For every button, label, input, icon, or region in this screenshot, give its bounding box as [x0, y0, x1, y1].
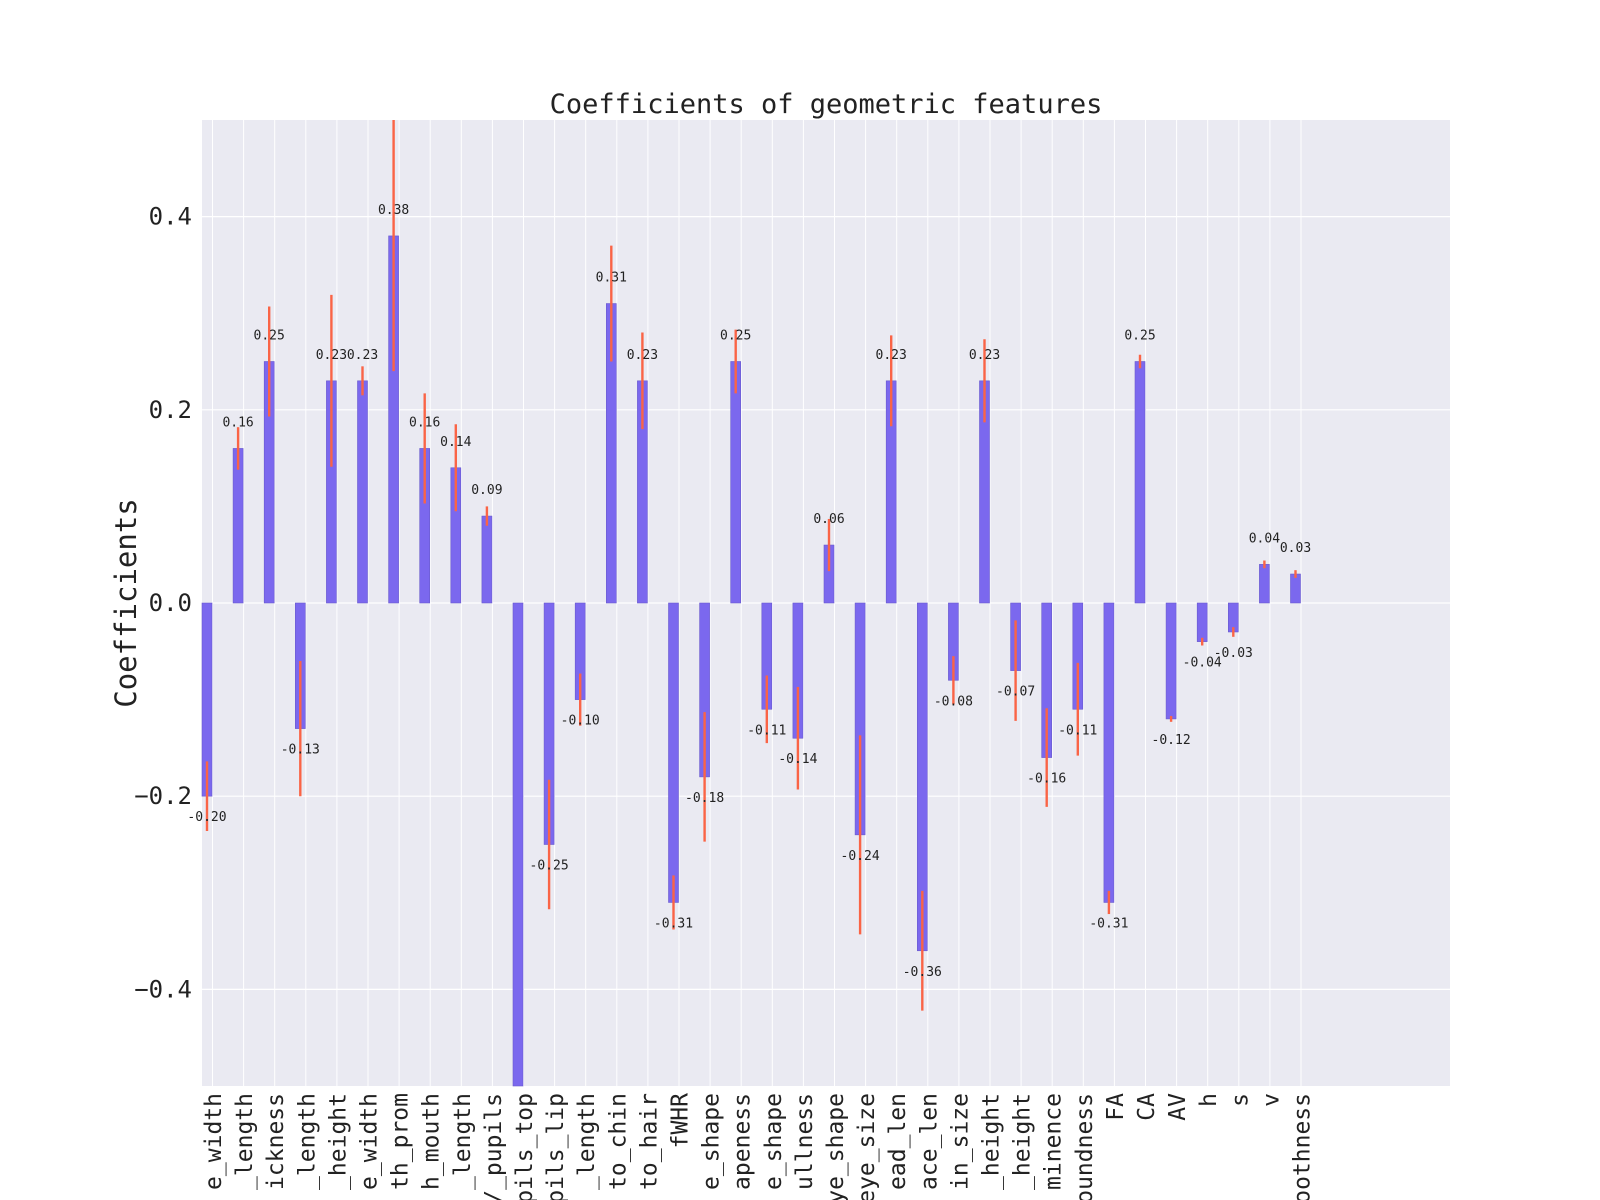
data-label: -0.11 — [747, 723, 786, 738]
x-tick-label: e_width — [357, 1093, 383, 1190]
data-label: 0.25 — [1124, 329, 1155, 344]
x-tick-label: e_shape — [699, 1093, 725, 1190]
x-tick-label: oundness — [1072, 1093, 1098, 1200]
x-tick-label: pils_lip — [543, 1093, 569, 1200]
x-tick-label: e_shape — [761, 1093, 787, 1190]
y-tick-label: 0.4 — [149, 203, 192, 231]
data-label: -0.04 — [1183, 656, 1222, 671]
data-label: -0.31 — [654, 916, 693, 931]
bar — [232, 448, 244, 604]
x-tick-label: _length — [232, 1093, 258, 1190]
x-tick-label: FA — [1103, 1093, 1129, 1121]
bar — [357, 380, 368, 604]
data-label: 0.16 — [222, 415, 253, 430]
data-label: -0.03 — [1214, 646, 1253, 661]
x-tick-label: in_size — [947, 1093, 973, 1190]
y-tick-label: −0.4 — [134, 975, 192, 1003]
y-tick-label: 0.0 — [149, 589, 192, 617]
x-tick-label: _height — [1010, 1093, 1036, 1190]
x-tick-label: oothness — [1290, 1093, 1316, 1200]
x-tick-label: pils_top — [512, 1093, 538, 1200]
bar — [481, 515, 493, 604]
x-tick-label: _length — [294, 1093, 320, 1190]
data-label: 0.14 — [440, 435, 471, 450]
x-tick-label: e_width — [201, 1093, 227, 1190]
x-tick-label: apeness — [730, 1093, 756, 1190]
x-tick-label: fWHR — [668, 1093, 694, 1149]
x-tick-label: v — [1258, 1093, 1284, 1107]
bar — [512, 602, 524, 1087]
bar — [1103, 602, 1115, 903]
bar — [1165, 602, 1177, 720]
data-label: -0.16 — [1027, 772, 1066, 787]
data-label: -0.25 — [530, 859, 569, 874]
x-tick-label: eye_size — [854, 1093, 880, 1200]
x-tick-label: ace_len — [916, 1093, 942, 1190]
data-label: 0.23 — [876, 348, 907, 363]
y-tick-label: 0.2 — [149, 396, 192, 424]
data-label: -0.07 — [996, 685, 1035, 700]
data-label: 0.23 — [627, 348, 658, 363]
bar — [668, 602, 679, 903]
y-axis-ticks: −0.4 −0.2 0.0 0.2 0.4 — [134, 203, 192, 1004]
x-tick-label: _height — [979, 1093, 1005, 1190]
x-axis-ticks: e_width _length ickness _length _height e_wid… — [201, 1093, 1316, 1200]
x-tick-label: s — [1227, 1093, 1253, 1107]
data-label: -0.12 — [1152, 733, 1191, 748]
x-tick-label: /_pupils — [481, 1093, 507, 1200]
x-tick-label: ickness — [263, 1093, 289, 1190]
data-label: 0.16 — [409, 415, 440, 430]
x-tick-label: h — [1196, 1093, 1222, 1107]
data-label: 0.23 — [347, 348, 378, 363]
bar — [1259, 564, 1270, 604]
data-label: 0.03 — [1280, 541, 1311, 556]
x-tick-label: h_mouth — [419, 1093, 445, 1190]
x-tick-label: to_chin — [605, 1093, 631, 1190]
data-label: -0.10 — [561, 714, 600, 729]
x-tick-label: _length — [574, 1093, 600, 1190]
error-bars — [205, 120, 1297, 1011]
data-label: -0.08 — [934, 694, 973, 709]
x-tick-label: _length — [450, 1093, 476, 1190]
data-label: 0.23 — [316, 348, 347, 363]
data-label: 0.06 — [813, 512, 844, 527]
data-label: 0.25 — [254, 329, 285, 344]
data-label: -0.18 — [685, 791, 724, 806]
data-label: 0.25 — [720, 329, 751, 344]
x-tick-label: AV — [1165, 1093, 1191, 1121]
data-label: -0.20 — [187, 810, 226, 825]
data-label: -0.36 — [903, 965, 942, 980]
x-tick-label: minence — [1041, 1093, 1067, 1190]
chart-title: Coefficients of geometric features — [550, 89, 1103, 120]
data-label: 0.09 — [471, 483, 502, 498]
x-tick-label: ye_shape — [823, 1093, 849, 1200]
y-tick-label: −0.2 — [134, 782, 192, 810]
x-tick-label: ullness — [792, 1093, 818, 1190]
data-label: 0.31 — [596, 271, 627, 286]
bar — [1290, 573, 1301, 604]
grid-lines — [202, 120, 1450, 1086]
data-label: 0.23 — [969, 348, 1000, 363]
bar — [1134, 361, 1146, 604]
data-label: -0.14 — [778, 752, 817, 767]
data-label: -0.24 — [841, 849, 880, 864]
x-tick-label: th_prom — [388, 1093, 414, 1190]
data-label: -0.13 — [281, 743, 320, 758]
data-label: 0.38 — [378, 203, 409, 218]
x-tick-label: _height — [325, 1093, 351, 1190]
value-labels: -0.200.160.25-0.130.23 0.230.380.160.140.… — [187, 203, 1311, 980]
x-tick-label: CA — [1134, 1093, 1160, 1121]
bar — [1196, 602, 1208, 642]
data-label: -0.11 — [1058, 723, 1097, 738]
bar — [730, 361, 742, 604]
data-label: 0.04 — [1249, 531, 1280, 546]
x-tick-label: to_hair — [636, 1093, 662, 1190]
data-label: -0.31 — [1089, 916, 1128, 931]
y-axis-label: Coefficients — [109, 498, 143, 708]
x-tick-label: ead_len — [885, 1093, 911, 1190]
